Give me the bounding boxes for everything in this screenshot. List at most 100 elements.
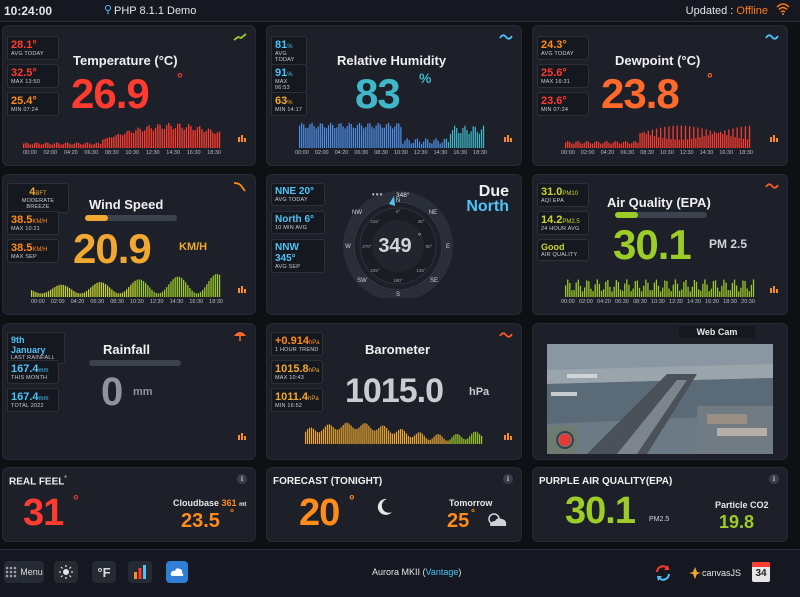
stat-value: 91	[275, 67, 288, 79]
chart-bar	[738, 138, 740, 148]
air-stat-24h: 14.2PM2.5 24 HOUR AVG	[537, 211, 589, 235]
chart-bar	[49, 144, 51, 148]
chart-bar	[402, 143, 404, 148]
chart-bar	[708, 291, 710, 297]
theme-button[interactable]	[54, 561, 78, 583]
chart-bar	[433, 140, 435, 148]
temp-stat-min: 25.4° MIN 07:24	[7, 92, 59, 116]
stat-label: AVG TODAY	[541, 51, 574, 57]
chart-bar	[100, 282, 102, 297]
chart-bar	[356, 428, 358, 444]
wind-direction-arrow	[389, 196, 395, 206]
chart-bar	[728, 129, 730, 148]
chart-bar	[340, 123, 342, 148]
chart-bar	[624, 141, 627, 148]
chart-bar	[600, 290, 603, 297]
chart-bar	[149, 287, 151, 297]
x-tick-label: 18:30	[723, 299, 737, 305]
chart-bar	[318, 432, 321, 444]
chart-toggle-icon[interactable]	[770, 285, 779, 293]
chart-bar	[135, 130, 137, 148]
chart-bar	[303, 124, 305, 148]
units-button[interactable]: °F	[92, 561, 116, 583]
card-title: Barometer	[365, 342, 431, 357]
chart-bar	[471, 433, 473, 444]
chart-bar	[408, 140, 410, 148]
chart-bar	[685, 279, 687, 297]
chart-toggle-icon[interactable]	[238, 432, 247, 440]
x-tick-label: 06:30	[615, 299, 629, 305]
webcam-card: Web Cam	[532, 323, 788, 460]
dewpoint-chart	[565, 125, 751, 148]
stat-unit: %	[287, 44, 293, 50]
chart-bar	[664, 280, 666, 297]
chart-bar	[161, 128, 163, 148]
moon-icon	[377, 498, 392, 515]
chart-bar	[658, 137, 660, 148]
wifi-icon	[776, 3, 790, 15]
info-icon[interactable]: i	[503, 474, 513, 484]
air-unit: PM 2.5	[709, 237, 748, 251]
chart-bar	[47, 291, 50, 297]
chart-bar	[385, 124, 388, 148]
stat-label: MAX 16:31	[541, 79, 571, 85]
chart-bar	[189, 287, 191, 297]
card-title: Relative Humidity	[337, 53, 447, 68]
webcam-image[interactable]	[547, 344, 773, 454]
chart-bar	[111, 289, 113, 297]
info-icon[interactable]: i	[769, 474, 779, 484]
x-axis-labels: 00:00 02:00 04:20 06:30 08:30 10:30 12:30 14:30…	[295, 150, 487, 156]
chart-bar	[350, 425, 352, 444]
chart-bar	[366, 423, 368, 444]
charts-button[interactable]	[128, 561, 152, 583]
chart-bar	[33, 291, 35, 297]
chart-bar	[457, 434, 459, 444]
temperature-value: 26.9	[71, 70, 150, 117]
chart-bar	[421, 433, 423, 444]
station-info: Aurora MKII (Vantage)	[372, 567, 462, 577]
chart-bar	[573, 290, 575, 297]
chart-toggle-icon[interactable]	[770, 134, 779, 142]
chart-bar	[312, 428, 315, 444]
x-tick-label: 08:30	[110, 299, 124, 305]
chart-bar	[210, 278, 212, 297]
chart-bar	[449, 439, 451, 444]
refresh-icon[interactable]	[654, 564, 672, 582]
chart-toggle-icon[interactable]	[238, 134, 247, 142]
temperature-card: 28.1° AVG TODAY 32.5° MAX 13:50 25.4° MI…	[2, 25, 256, 166]
chart-bar	[185, 282, 187, 297]
calendar-icon[interactable]: 34	[752, 562, 770, 582]
info-icon[interactable]: i	[237, 474, 247, 484]
chart-bar	[145, 282, 147, 297]
chart-bar	[306, 429, 309, 444]
station-model[interactable]: Vantage	[425, 567, 459, 577]
chart-bar	[727, 290, 729, 297]
chart-toggle-icon[interactable]	[238, 285, 247, 293]
chart-bar	[742, 280, 744, 297]
chart-toggle-icon[interactable]	[504, 134, 513, 142]
chart-bar	[584, 287, 586, 297]
stat-label: AQI EPA	[541, 198, 564, 204]
stat-unit: BFT	[35, 191, 47, 197]
chart-bar	[678, 139, 680, 148]
chart-bar	[164, 289, 166, 297]
chart-bar	[183, 129, 185, 148]
dewpoint-value: 23.8	[601, 70, 680, 117]
chart-bar	[712, 281, 715, 297]
x-tick-label: 00:00	[561, 299, 575, 305]
weather-button[interactable]	[166, 561, 188, 583]
x-tick-label: 10:30	[651, 299, 665, 305]
purple-air-card: PURPLE AIR QUALITY(EPA) 30.1 PM2.5 Parti…	[532, 467, 788, 542]
card-title: Wind Speed	[89, 197, 164, 212]
chart-bar	[607, 280, 609, 297]
chart-bar	[721, 285, 723, 297]
x-axis-labels: 00:00 02:00 04:20 06:30 08:30 10:30 12:30 14:30…	[561, 299, 755, 305]
chart-bar	[212, 275, 214, 297]
chart-bar	[726, 135, 728, 148]
chart-bar	[419, 432, 421, 444]
chart-bar	[94, 284, 96, 297]
chart-toggle-icon[interactable]	[504, 432, 513, 440]
menu-button[interactable]: Menu	[4, 561, 44, 583]
chart-bar	[466, 129, 468, 148]
chart-bar	[579, 142, 581, 148]
